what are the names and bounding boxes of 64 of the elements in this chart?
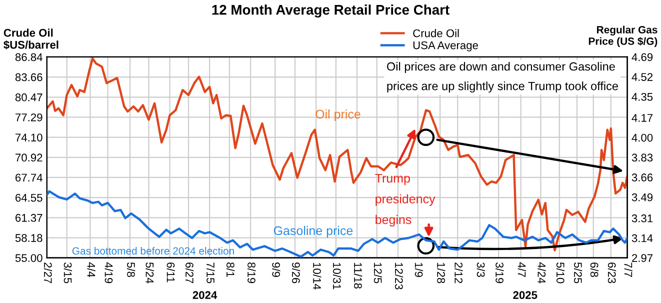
x-tick-label: 5/25 bbox=[574, 262, 582, 284]
x-tick-label: 1/9 bbox=[414, 262, 424, 277]
y2-tick-label: 3.49 bbox=[632, 193, 653, 202]
y-tick-label: 74.10 bbox=[16, 134, 42, 142]
y-tick-label: 77.29 bbox=[16, 113, 42, 122]
x-tick-label: 6/23 bbox=[608, 262, 616, 284]
x-tick-label: 7/15 bbox=[206, 262, 215, 284]
y2-tick-label: 3.14 bbox=[632, 234, 653, 242]
y-tick-label: 86.84 bbox=[15, 53, 42, 62]
x-tick-label: 7/7 bbox=[624, 262, 632, 277]
x-tick-label: 3/3 bbox=[476, 262, 486, 277]
y2-axis-title: Regular Gas Price (US $/G) bbox=[588, 26, 658, 47]
y2-tick-label: 3.83 bbox=[632, 154, 653, 162]
x-tick-label: 1/28 bbox=[437, 262, 446, 284]
text: 2024 bbox=[192, 291, 218, 300]
y-tick-label: 58.18 bbox=[15, 234, 42, 242]
x-tick-label: 4/19 bbox=[104, 262, 113, 284]
y2-tick-label: 3.66 bbox=[632, 174, 653, 182]
x-tick-label: 6/27 bbox=[186, 262, 194, 284]
x-tick-label: 10/31 bbox=[332, 262, 342, 290]
y-tick-label: 83.66 bbox=[15, 73, 42, 82]
x-tick-label: 5/24 bbox=[146, 262, 154, 284]
y2-tick-label: 4.00 bbox=[632, 134, 653, 142]
x-tick-label: 5/8 bbox=[127, 262, 136, 277]
y2-tick-label: 2.97 bbox=[632, 254, 653, 262]
y-tick-label: 61.37 bbox=[16, 214, 42, 222]
chart-title: 12 Month Average Retail Price Chart bbox=[212, 4, 450, 18]
y-tick-label: 55.00 bbox=[15, 254, 42, 262]
x-tick-label: 2/12 bbox=[454, 262, 463, 284]
y2-tick-label: 4.69 bbox=[632, 53, 653, 62]
y-tick-label: 67.74 bbox=[16, 174, 42, 182]
x-tick-label: 12/23 bbox=[394, 262, 404, 290]
x-tick-label: 8/19 bbox=[248, 262, 256, 284]
annotation: Gas bottomed before 2024 election bbox=[72, 246, 234, 255]
y2-tick-label: 4.17 bbox=[632, 114, 653, 122]
x-tick-label: 9/9 bbox=[272, 262, 280, 277]
y2-tick-label: 3.31 bbox=[632, 214, 653, 222]
annotation: Trump presidency begins bbox=[375, 174, 436, 227]
x-tick-label: 3/15 bbox=[64, 262, 72, 284]
y2-tick-label: 4.52 bbox=[632, 73, 653, 81]
y-tick-label: 64.55 bbox=[16, 194, 42, 202]
x-tick-label: 11/18 bbox=[354, 262, 362, 289]
annotation: Gasoline price bbox=[274, 226, 353, 238]
y-tick-label: 80.47 bbox=[15, 93, 42, 102]
x-tick-label: 12/5 bbox=[374, 262, 382, 284]
x-tick-label: 6/8 bbox=[590, 262, 599, 277]
x-tick-label: 10/14 bbox=[313, 262, 322, 290]
legend-label: Crude Oil bbox=[413, 29, 459, 38]
y-axis-title: Crude Oil $US/barrel bbox=[4, 28, 58, 50]
x-tick-label: 3/19 bbox=[496, 262, 504, 284]
x-tick-label: 4/24 bbox=[538, 262, 546, 284]
x-tick-label: 4/7 bbox=[518, 262, 526, 277]
y-tick-label: 70.92 bbox=[16, 154, 42, 162]
annotation: Oil price bbox=[316, 109, 360, 122]
x-tick-label: 9/26 bbox=[292, 262, 300, 284]
x-tick-label: 8/1 bbox=[226, 262, 235, 277]
x-tick-label: 5/10 bbox=[556, 262, 565, 284]
legend-label: USA Average bbox=[413, 41, 478, 52]
x-tick-label: 2/27 bbox=[44, 262, 52, 284]
x-tick-label: 4/4 bbox=[87, 262, 96, 278]
x-tick-label: 6/11 bbox=[166, 262, 175, 282]
y2-tick-label: 4.35 bbox=[632, 92, 653, 101]
text: 2025 bbox=[513, 291, 538, 300]
annotation: Oil prices are down and consumer Gasoline prices are up slightly since Trump took office bbox=[387, 62, 618, 93]
